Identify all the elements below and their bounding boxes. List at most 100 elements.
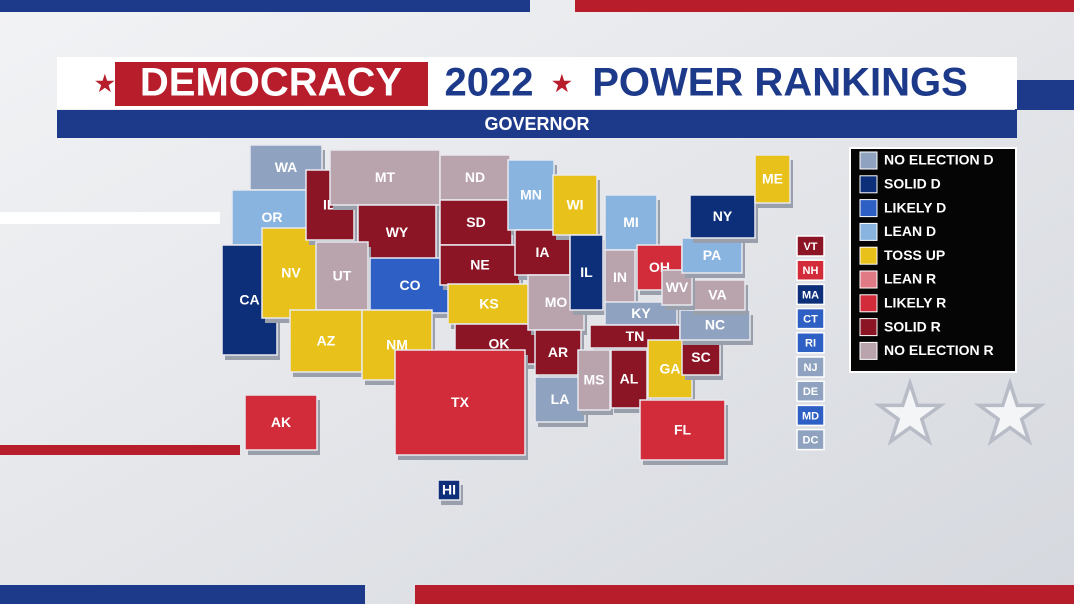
title-year: 2022 xyxy=(445,61,534,105)
state xyxy=(681,339,721,376)
stripe xyxy=(0,445,240,455)
small-state xyxy=(796,356,825,378)
state xyxy=(437,479,461,501)
legend-swatch xyxy=(859,318,878,337)
state-label: CO xyxy=(400,277,421,293)
title-box xyxy=(115,62,428,106)
legend-label: NO ELECTION R xyxy=(884,342,994,358)
state xyxy=(552,174,598,236)
state-label: AL xyxy=(620,371,639,387)
state xyxy=(577,349,611,411)
legend-swatch xyxy=(859,222,878,241)
state-label: KS xyxy=(479,296,498,312)
state-label: NM xyxy=(386,337,408,353)
state-label: SD xyxy=(466,214,485,230)
legend-swatch xyxy=(859,175,878,194)
small-state xyxy=(796,428,825,451)
star: ★ xyxy=(95,71,115,96)
small-state-label: NJ xyxy=(803,362,817,374)
state xyxy=(689,194,756,239)
state-label: IA xyxy=(536,244,550,260)
state xyxy=(681,237,743,274)
state xyxy=(604,249,636,306)
state-label: MT xyxy=(375,169,396,185)
state-label: AR xyxy=(548,344,568,360)
state-label: MI xyxy=(623,214,639,230)
legend-label: SOLID D xyxy=(884,176,941,192)
stripe xyxy=(0,0,530,12)
state-label: WI xyxy=(566,197,583,213)
state-label: KY xyxy=(631,305,651,321)
small-state-label: DC xyxy=(803,435,819,447)
state xyxy=(534,329,582,376)
state-label: ME xyxy=(762,171,783,187)
state-label: CA xyxy=(239,292,259,308)
small-state-label: DE xyxy=(803,386,818,398)
state-label: NY xyxy=(713,208,733,224)
legend-label: TOSS UP xyxy=(884,247,945,263)
state-label: GA xyxy=(660,361,681,377)
legend-swatch xyxy=(859,199,878,218)
legend-label: SOLID R xyxy=(884,318,941,334)
state-label: WA xyxy=(275,159,298,175)
state xyxy=(610,349,648,409)
state-label: NC xyxy=(705,317,725,333)
stripe xyxy=(415,585,1074,604)
state xyxy=(604,194,658,251)
stripe xyxy=(1015,80,1074,110)
star: ★ xyxy=(874,369,946,458)
state-label: UT xyxy=(333,268,352,284)
state xyxy=(689,279,746,311)
state-label: SC xyxy=(691,349,710,365)
small-state xyxy=(796,307,825,330)
small-state xyxy=(796,259,825,281)
legend-label: LIKELY D xyxy=(884,199,946,215)
legend-swatch xyxy=(859,246,878,265)
state-label: AZ xyxy=(317,333,336,349)
small-state xyxy=(796,283,825,306)
stripe xyxy=(0,212,220,224)
subtitle-band xyxy=(57,110,1017,138)
state-label: TN xyxy=(626,328,645,344)
state xyxy=(507,159,555,231)
legend-swatch xyxy=(859,151,878,170)
legend-label: NO ELECTION D xyxy=(884,152,994,168)
state xyxy=(244,394,318,451)
state-label: OR xyxy=(262,209,283,225)
title-left: DEMOCRACY xyxy=(140,61,403,105)
legend-swatch xyxy=(859,341,878,360)
state xyxy=(315,241,369,311)
state-label: WY xyxy=(386,224,409,240)
state-label: WV xyxy=(666,279,689,295)
small-state xyxy=(796,332,825,354)
state-label: FL xyxy=(674,422,692,438)
small-state xyxy=(796,404,825,427)
state xyxy=(394,349,526,456)
legend-label: LEAN D xyxy=(884,223,936,239)
state xyxy=(289,309,363,373)
state-label: IN xyxy=(613,269,627,285)
state-label: VA xyxy=(708,287,726,303)
state-label: MO xyxy=(545,294,568,310)
small-state xyxy=(796,235,825,257)
state-label: NV xyxy=(281,265,301,281)
small-state-label: MD xyxy=(802,410,819,422)
legend-swatch xyxy=(859,270,878,289)
legend-label: LEAN R xyxy=(884,271,936,287)
state-label: MN xyxy=(520,187,542,203)
small-state-label: RI xyxy=(805,338,816,350)
title-right: POWER RANKINGS xyxy=(592,61,968,105)
small-state-label: NH xyxy=(803,265,819,277)
legend-swatch xyxy=(859,294,878,313)
subtitle: GOVERNOR xyxy=(484,114,589,134)
state-label: ND xyxy=(465,169,485,185)
legend-box xyxy=(849,147,1017,373)
star: ★ xyxy=(552,71,572,96)
state xyxy=(534,376,586,423)
small-state-label: CT xyxy=(803,314,818,326)
state-label: OK xyxy=(489,336,510,352)
stripe xyxy=(0,585,365,604)
small-state xyxy=(796,380,825,402)
